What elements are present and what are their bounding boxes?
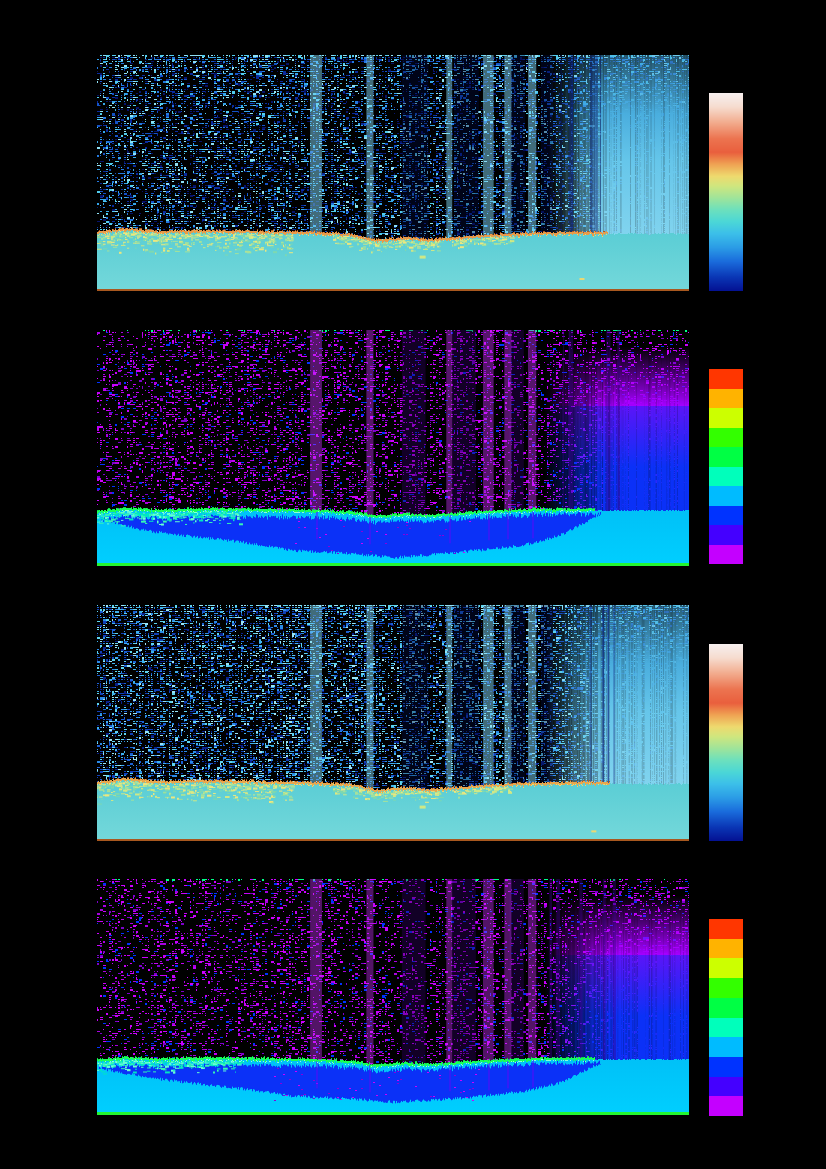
echogram-panel-3 (97, 605, 689, 841)
colorbar-swatch (709, 978, 743, 998)
colorbar-swatch (709, 1037, 743, 1057)
colorbar-swatch (709, 466, 743, 486)
colorbar-swatch (709, 919, 743, 939)
colorbar-1 (709, 93, 743, 291)
colorbar-swatch (709, 1076, 743, 1097)
colorbar-4 (709, 919, 743, 1117)
colorbar-2 (709, 369, 743, 564)
colorbar-swatch (709, 408, 743, 428)
colorbar-swatch (709, 447, 743, 467)
colorbar-swatch (709, 1017, 743, 1038)
echogram-panel-1 (97, 55, 689, 291)
colorbar-swatch (709, 1056, 743, 1077)
colorbar-swatch (709, 938, 743, 959)
colorbar-swatch (709, 369, 743, 389)
colorbar-3 (709, 644, 743, 841)
colorbar-swatch (709, 997, 743, 1018)
echogram-panel-2 (97, 330, 689, 566)
colorbar-swatch (709, 388, 743, 408)
echogram-panel-4 (97, 879, 689, 1115)
colorbar-swatch (709, 427, 743, 447)
colorbar-swatch (709, 486, 743, 506)
colorbar-swatch (709, 525, 743, 545)
colorbar-swatch (709, 505, 743, 525)
colorbar-swatch (709, 1096, 743, 1117)
colorbar-swatch (709, 958, 743, 979)
colorbar-swatch (709, 544, 743, 564)
